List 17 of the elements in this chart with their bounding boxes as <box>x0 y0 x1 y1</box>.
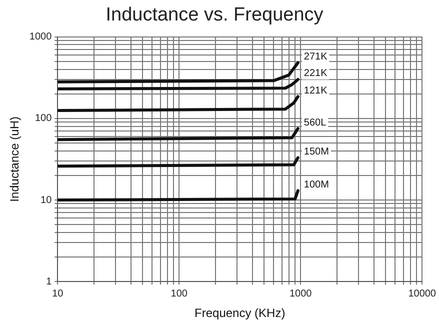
x-tick-label: 10000 <box>408 288 436 300</box>
y-axis-title: Inductance (uH) <box>8 116 22 202</box>
series-label: 221K <box>304 68 328 80</box>
series-label: 121K <box>304 85 328 96</box>
y-tick-label: 100 <box>34 113 52 124</box>
chart-title: Inductance vs. Frequency <box>106 4 324 26</box>
x-tick-label: 100 <box>170 288 188 300</box>
x-axis-title: Frequency (KHz) <box>194 306 286 320</box>
x-tick-label: 1000 <box>289 288 312 300</box>
series-label: 271K <box>304 52 328 63</box>
series-label: 100M <box>304 179 329 190</box>
y-tick-label: 1000 <box>29 32 52 43</box>
y-tick-label: 10 <box>40 194 52 206</box>
series-label: 150M <box>304 146 329 158</box>
y-tick-label: 1 <box>46 276 52 288</box>
x-tick-label: 10 <box>52 288 64 300</box>
series-label: 560L <box>304 117 327 128</box>
